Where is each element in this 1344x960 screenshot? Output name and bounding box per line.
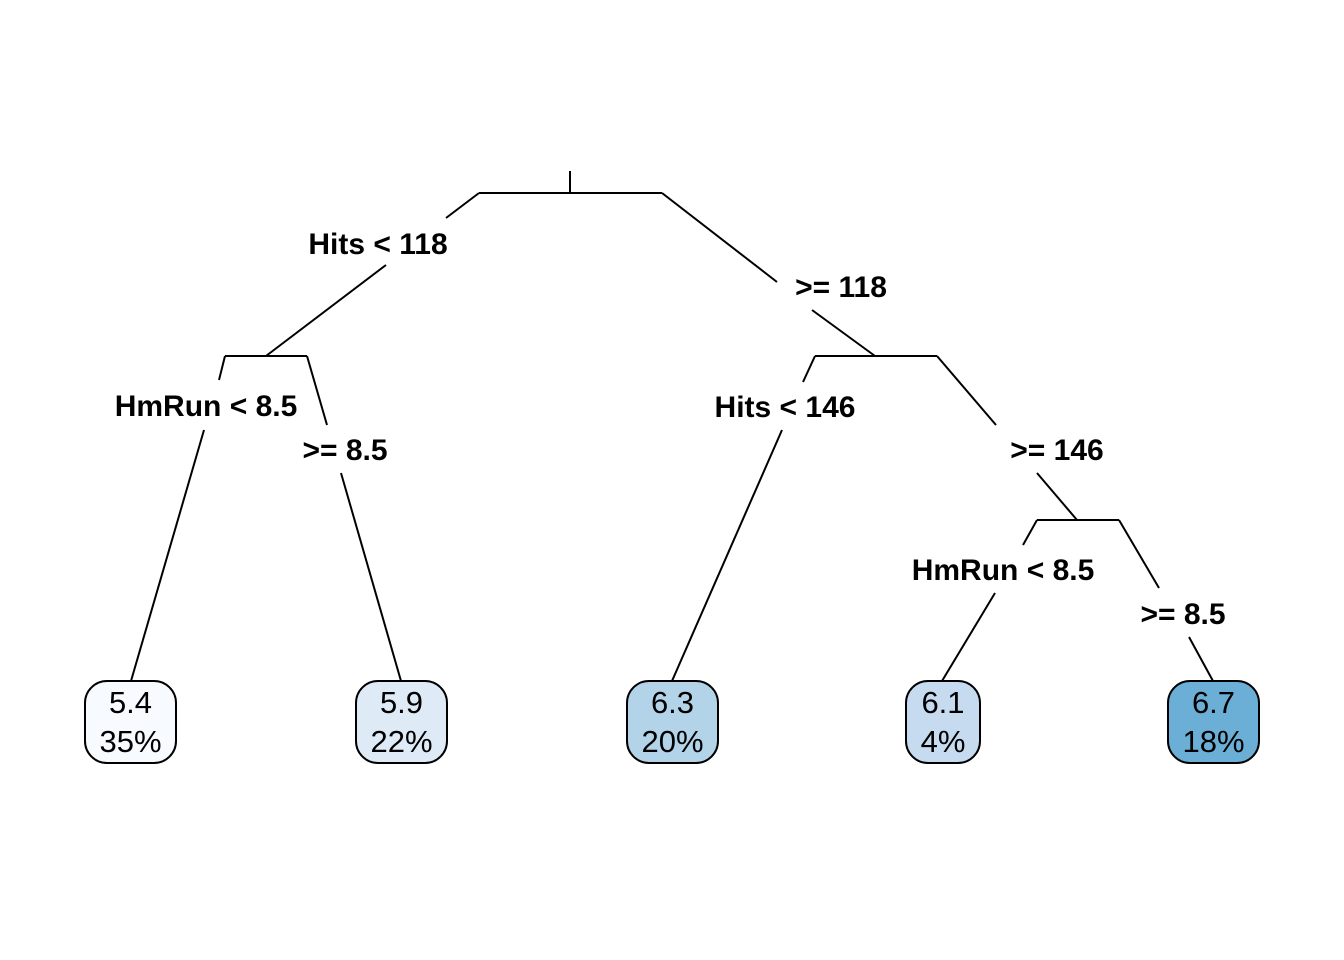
leaf-nodes: 5.4 35% 5.9 22% 6.3 20% 6.1 4% 6.7 18% bbox=[84, 680, 1260, 764]
split-label-root-left: Hits < 118 bbox=[308, 228, 447, 261]
leaf-percent: 4% bbox=[921, 724, 966, 759]
leaf-value: 6.3 bbox=[651, 685, 694, 720]
leaf-node: 5.4 35% bbox=[84, 680, 177, 764]
edge-n2-left-b bbox=[130, 429, 205, 682]
tree-edges bbox=[130, 171, 1214, 682]
edge-n3-right-b bbox=[1036, 472, 1078, 521]
leaf-box bbox=[84, 680, 177, 764]
edge-n2-right-a bbox=[306, 355, 328, 426]
split-label-n7-left: HmRun < 8.5 bbox=[912, 554, 1095, 587]
edge-n7-right-b bbox=[1188, 636, 1214, 682]
split-label-root-right: >= 118 bbox=[795, 271, 887, 304]
leaf-box bbox=[905, 680, 981, 764]
edge-root-right-a bbox=[661, 192, 778, 283]
edge-root-right-b bbox=[811, 309, 876, 357]
edge-n2-right-b bbox=[340, 472, 402, 682]
edge-root-left-b bbox=[265, 264, 387, 357]
leaf-node: 6.3 20% bbox=[626, 680, 719, 764]
edge-n3-left-b bbox=[671, 429, 783, 682]
split-labels: Hits < 118 >= 118 HmRun < 8.5 >= 8.5 Hit… bbox=[115, 228, 1226, 631]
leaf-node: 6.7 18% bbox=[1167, 680, 1260, 764]
leaf-node: 5.9 22% bbox=[355, 680, 448, 764]
edge-n2-left-a bbox=[218, 355, 226, 381]
leaf-value: 5.9 bbox=[380, 685, 423, 720]
edge-root-left-a bbox=[445, 192, 480, 219]
leaf-percent: 20% bbox=[641, 724, 703, 759]
split-label-n2-right: >= 8.5 bbox=[302, 434, 387, 467]
edge-n3-right-a bbox=[936, 355, 997, 426]
leaf-box bbox=[355, 680, 448, 764]
edge-n7-right-a bbox=[1118, 519, 1160, 589]
leaf-value: 6.7 bbox=[1192, 685, 1235, 720]
split-label-n7-right: >= 8.5 bbox=[1140, 598, 1225, 631]
leaf-value: 6.1 bbox=[921, 685, 964, 720]
edge-n7-left-b bbox=[941, 592, 996, 682]
leaf-percent: 18% bbox=[1182, 724, 1244, 759]
split-label-n3-right: >= 146 bbox=[1010, 434, 1103, 467]
edge-n7-left-a bbox=[1022, 519, 1038, 546]
leaf-box bbox=[1167, 680, 1260, 764]
leaf-percent: 22% bbox=[370, 724, 432, 759]
leaf-node: 6.1 4% bbox=[905, 680, 981, 764]
leaf-value: 5.4 bbox=[109, 685, 152, 720]
leaf-percent: 35% bbox=[99, 724, 161, 759]
split-label-n2-left: HmRun < 8.5 bbox=[115, 390, 298, 423]
edge-n3-left-a bbox=[802, 355, 816, 383]
split-label-n3-left: Hits < 146 bbox=[715, 391, 856, 424]
leaf-box bbox=[626, 680, 719, 764]
